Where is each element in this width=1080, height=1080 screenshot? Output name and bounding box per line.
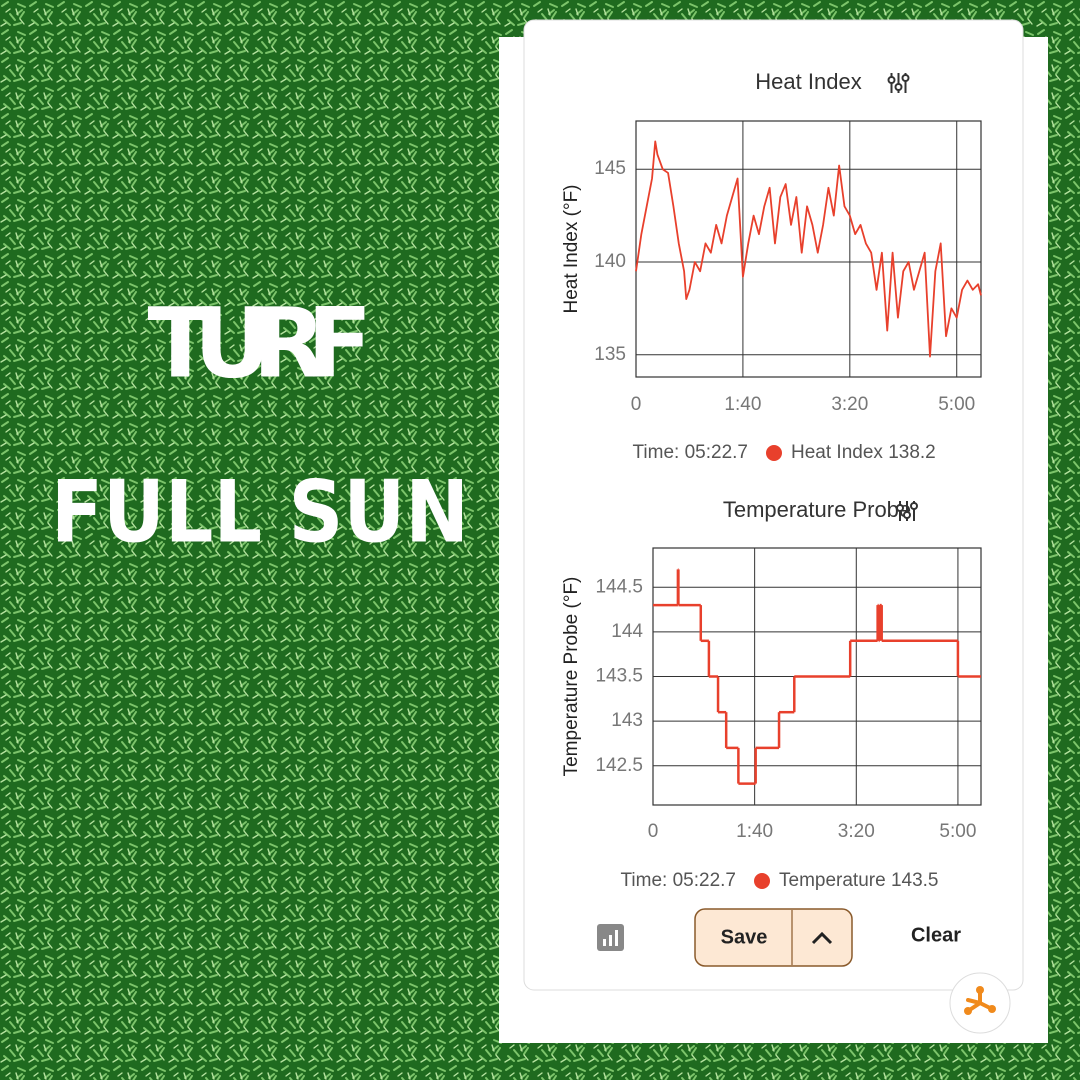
y-tick-label: 140 bbox=[594, 251, 626, 272]
charts: Heat Index 135 140 145 0 1:40 3:20 5:00 Heat Ind… bbox=[561, 69, 982, 891]
x-tick-label: 3:20 bbox=[838, 821, 875, 842]
readout-time: Time: 05:22.7 bbox=[633, 442, 748, 463]
icon-knob bbox=[887, 76, 896, 84]
x-tick-label: 0 bbox=[631, 394, 642, 415]
plot-frame bbox=[635, 120, 982, 378]
y-tick-label: 143.5 bbox=[595, 666, 643, 687]
chart: Heat Index 135 140 145 0 1:40 3:20 5:00 Heat Ind… bbox=[561, 69, 982, 463]
chart-title: Temperature Probe bbox=[723, 497, 911, 522]
chart: Temperature Probe 142.5 143 143.5 144 144.5 0 1… bbox=[561, 497, 982, 891]
readout-number: 143.5 bbox=[891, 870, 939, 891]
y-tick-label: 143 bbox=[611, 710, 643, 731]
chart-title: Heat Index bbox=[755, 69, 861, 94]
fab[interactable] bbox=[949, 972, 1011, 1034]
legend-dot bbox=[754, 873, 770, 889]
legend-dot bbox=[766, 445, 782, 461]
bar-icon[interactable] bbox=[597, 924, 624, 951]
y-axis-label: Heat Index (°F) bbox=[561, 184, 582, 313]
y-tick-label: 142.5 bbox=[595, 755, 643, 776]
readout-time: Time: 05:22.7 bbox=[621, 870, 736, 891]
settings-icon[interactable] bbox=[896, 501, 918, 521]
data-line bbox=[635, 140, 982, 358]
clear-button[interactable]: Clear bbox=[911, 924, 961, 946]
x-tick-label: 3:20 bbox=[831, 394, 868, 415]
icon-knob bbox=[903, 511, 911, 519]
x-tick-label: 0 bbox=[648, 821, 659, 842]
readout-number: 138.2 bbox=[888, 442, 936, 463]
icon-knob bbox=[901, 74, 910, 82]
x-tick-label: 5:00 bbox=[939, 821, 976, 842]
legend-name: Heat Index bbox=[791, 442, 883, 463]
save-button[interactable]: Save bbox=[694, 908, 853, 967]
y-tick-label: 135 bbox=[594, 344, 626, 365]
readout-value: Temperature 143.5 bbox=[779, 870, 939, 891]
settings-icon[interactable] bbox=[887, 73, 910, 93]
y-tick-label: 144 bbox=[611, 621, 643, 642]
x-tick-label: 5:00 bbox=[938, 394, 975, 415]
x-tick-label: 1:40 bbox=[724, 394, 761, 415]
icon-knob bbox=[910, 502, 918, 510]
legend-name: Temperature bbox=[779, 870, 886, 891]
overlay-title: TURF bbox=[148, 287, 373, 399]
x-tick-label: 1:40 bbox=[736, 821, 773, 842]
y-tick-label: 145 bbox=[594, 158, 626, 179]
save-label: Save bbox=[721, 926, 768, 948]
overlay-title: FULL SUN bbox=[51, 462, 469, 562]
readout-value: Heat Index 138.2 bbox=[791, 442, 936, 463]
icon-knob bbox=[894, 83, 903, 91]
y-tick-label: 144.5 bbox=[595, 576, 643, 597]
y-axis-label: Temperature Probe (°F) bbox=[561, 577, 582, 777]
icon-knob bbox=[896, 504, 904, 512]
